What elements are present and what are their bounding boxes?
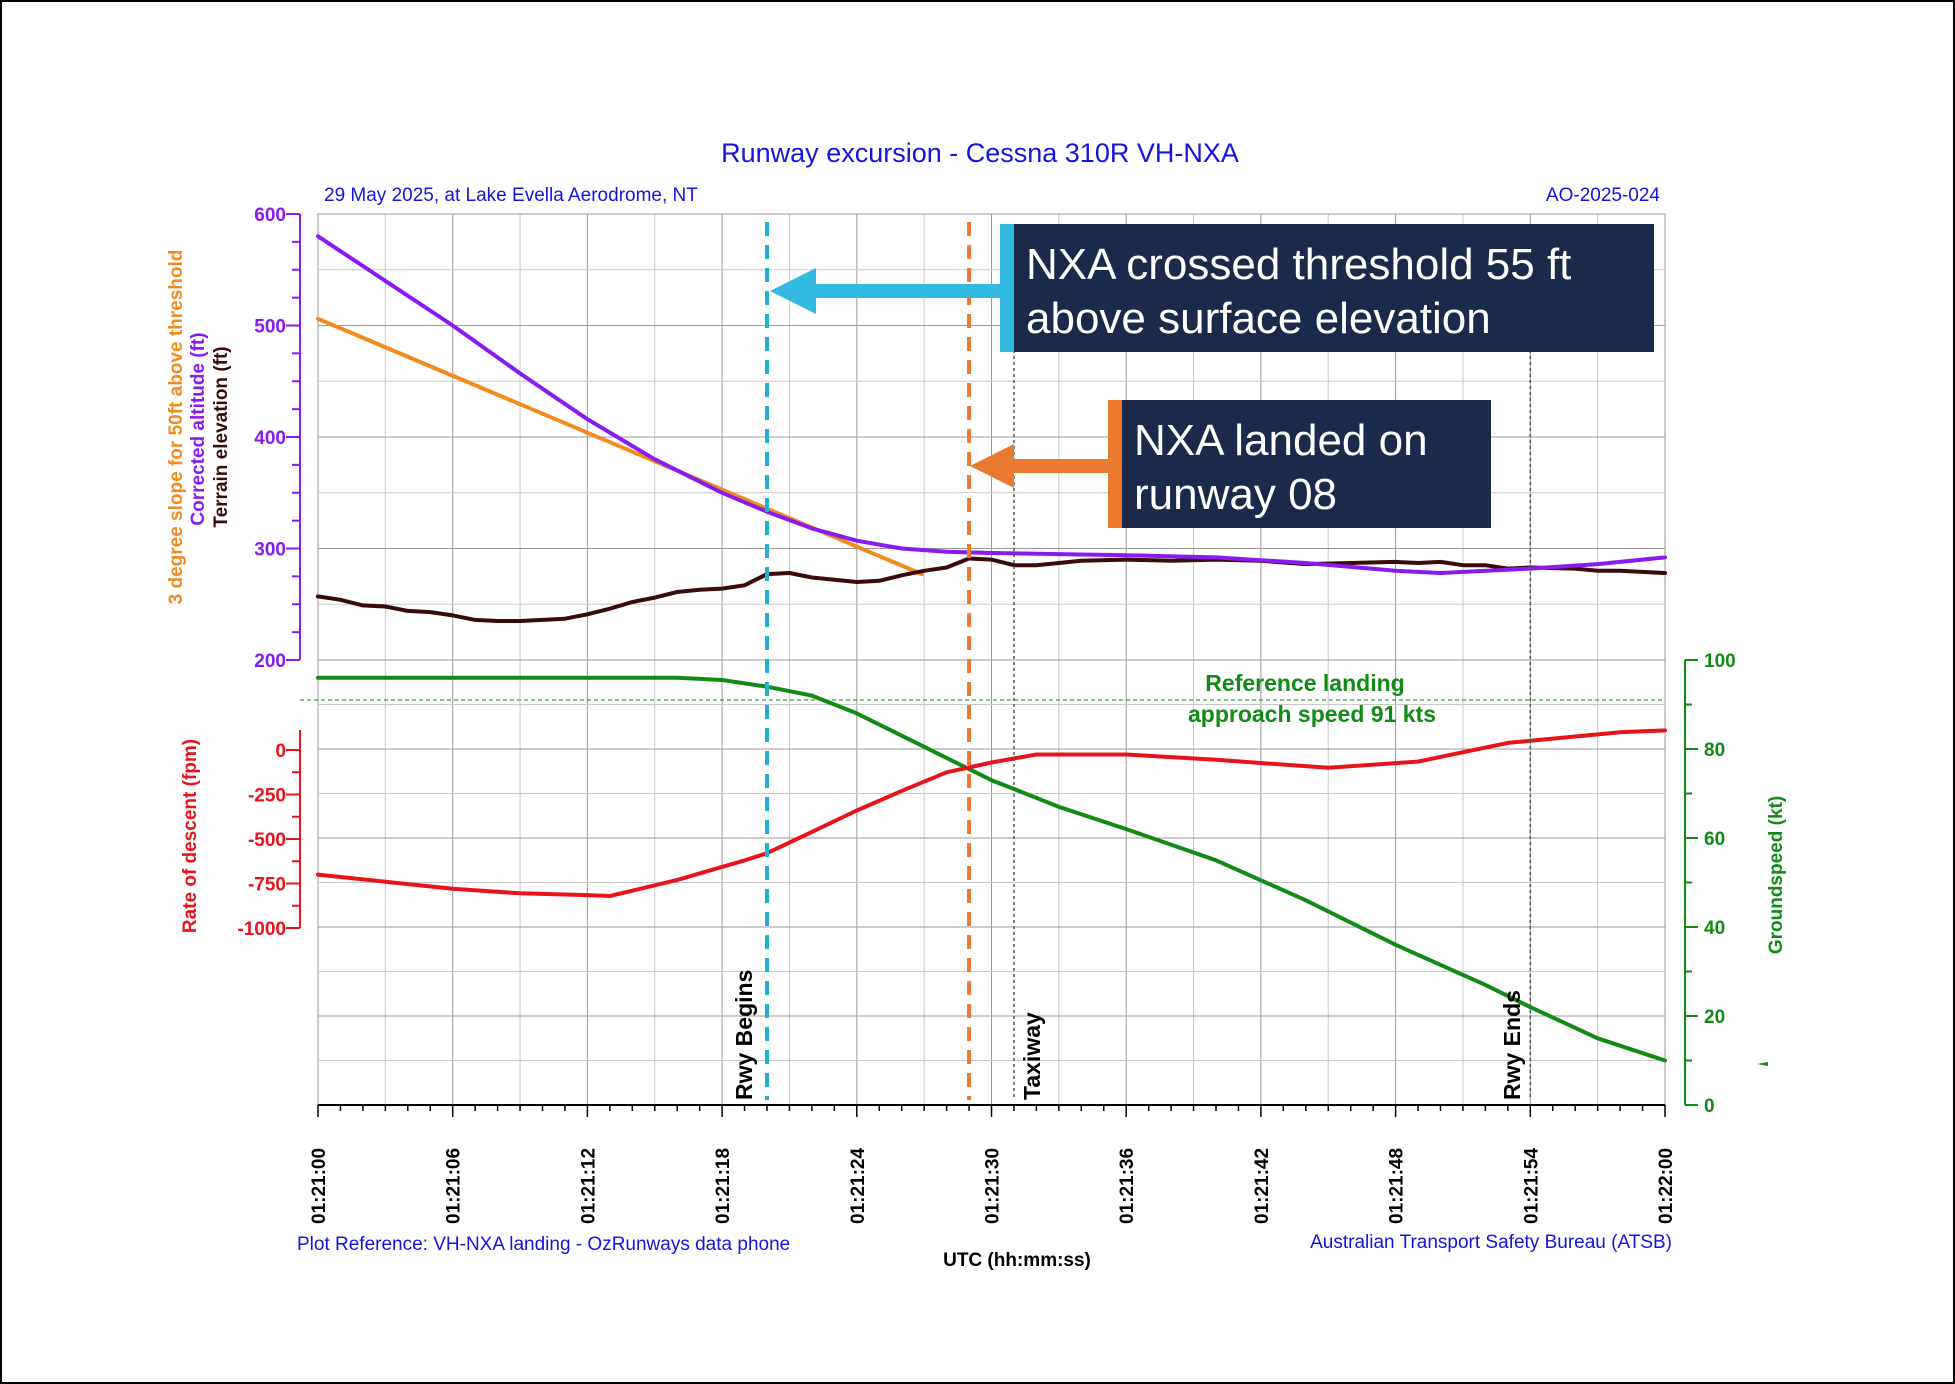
lower-right-tick-label: 80 [1704,740,1725,761]
series-altitude-line [316,234,1667,575]
series [300,234,1667,1063]
x-tick-label: 01:21:30 [983,1148,1004,1224]
x-tick-label: 01:21:36 [1117,1148,1138,1224]
chart-subtitle-left: 29 May 2025, at Lake Evella Aerodrome, N… [324,185,698,206]
lower-ylabel-right: Groundspeed (kt) [1766,796,1787,954]
callout-landed-accent [1108,400,1122,528]
upper-ylabel-altitude: Corrected altitude (ft) [188,332,209,525]
callout-landed-text: NXA landed on runway 08 [1134,414,1428,522]
callout-threshold-line-1: NXA crossed threshold 55 ft [1026,240,1572,289]
x-tick-label: 01:21:54 [1521,1148,1542,1224]
lower-ylabel-left: Rate of descent (fpm) [180,739,201,933]
footer-left: Plot Reference: VH-NXA landing - OzRunwa… [297,1234,790,1255]
callout-threshold-text: NXA crossed threshold 55 ft above surfac… [1026,238,1571,346]
upper-left-tick-label: 400 [254,428,286,449]
series-groundspeed-line [316,675,1667,1063]
callout-threshold: NXA crossed threshold 55 ft above surfac… [1000,224,1654,352]
chart-title: Runway excursion - Cessna 310R VH-NXA [721,138,1239,168]
x-tick-label: 01:21:12 [578,1148,599,1224]
lower-right-tick-label: 40 [1704,918,1725,939]
marker-label-rwy-begins: Rwy Begins [731,970,757,1100]
vertical-markers [765,222,1532,1100]
threshold-arrow-head [770,268,816,314]
x-axis-label: UTC (hh:mm:ss) [943,1250,1091,1271]
x-tick-label: 01:21:18 [713,1148,734,1224]
x-tick-label: 01:21:42 [1252,1148,1273,1224]
lower-right-tick-label: 60 [1704,829,1725,850]
lower-right-tick-label: 0 [1704,1096,1715,1117]
upper-left-tick-label: 300 [254,540,286,561]
series-terrain-line [316,556,1667,623]
callout-arrows [770,268,1110,488]
lower-right-tick-label: 20 [1704,1007,1725,1028]
x-tick-label: 01:21:48 [1387,1148,1408,1224]
landed-arrow-head [970,444,1014,488]
series-rate-of-descent-line [316,728,1667,898]
lower-left-tick-label: 0 [275,741,286,762]
callout-landed-line-1: NXA landed on [1134,416,1428,465]
reference-label-line-2: approach speed 91 kts [1188,701,1436,727]
upper-left-tick-label: 200 [254,651,286,672]
upper-ylabel-terrain: Terrain elevation (ft) [211,346,232,527]
x-tick-label: 01:21:24 [848,1148,869,1224]
x-tick-label: 01:21:00 [309,1148,330,1224]
small-tick-mark [1757,1062,1768,1066]
marker-label-taxiway: Taxiway [1019,1012,1045,1100]
callout-landed: NXA landed on runway 08 [1108,400,1491,528]
lower-left-tick-label: -750 [248,875,286,896]
x-tick-label: 01:22:00 [1656,1148,1677,1224]
lower-left-tick-label: -250 [248,786,286,807]
upper-left-tick-label: 600 [254,205,286,226]
upper-left-tick-label: 500 [254,317,286,338]
reference-label-line-1: Reference landing [1205,670,1404,696]
marker-label-rwy-ends: Rwy Ends [1499,990,1525,1100]
series-slope-line [316,316,924,577]
lower-left-tick-label: -1000 [237,919,286,940]
axes: 200 300 400 500 600 0 -250 -500 -750 -1000 0 20 40 60… [237,205,1735,1224]
callout-landed-line-2: runway 08 [1134,470,1338,519]
x-tick-label: 01:21:06 [444,1148,465,1224]
chart-subtitle-right: AO-2025-024 [1546,185,1661,206]
upper-ylabel-slope: 3 degree slope for 50ft above threshold [166,250,187,605]
callout-threshold-line-2: above surface elevation [1026,294,1491,343]
callout-threshold-accent [1000,224,1014,352]
footer-right: Australian Transport Safety Bureau (ATSB… [1310,1232,1672,1253]
lower-left-tick-label: -500 [248,830,286,851]
landed-arrow-shaft [1010,459,1110,473]
lower-right-tick-label: 100 [1704,651,1736,672]
threshold-arrow-shaft [812,284,1002,298]
